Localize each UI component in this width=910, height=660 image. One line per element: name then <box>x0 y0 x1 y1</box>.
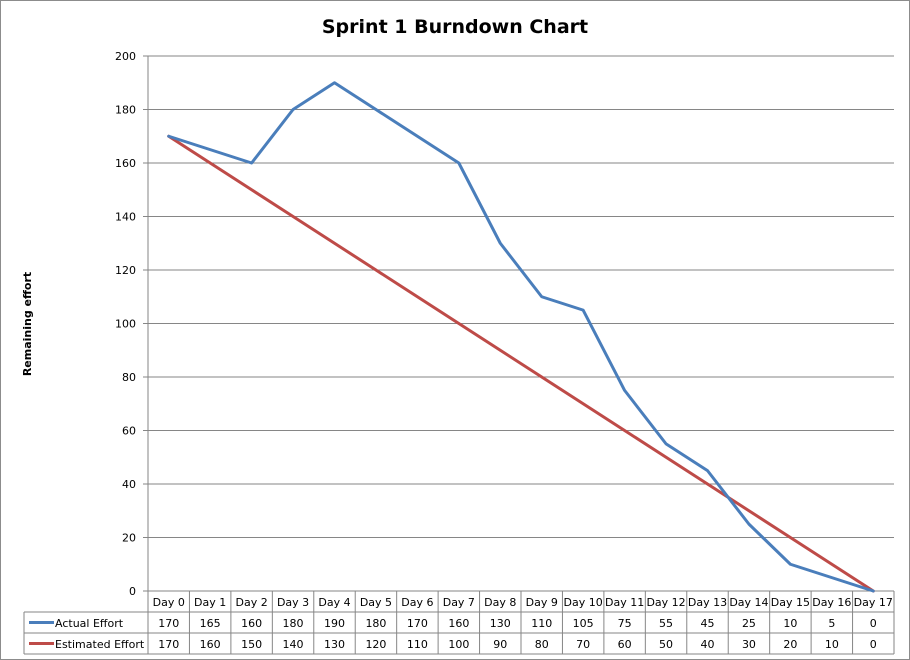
data-table-cell: 5 <box>828 617 835 630</box>
series-line-estimated-effort <box>167 134 875 593</box>
data-table-cell: 150 <box>241 638 262 651</box>
x-category-label: Day 5 <box>360 596 392 609</box>
data-table-cell: 130 <box>324 638 345 651</box>
y-tick-label: 180 <box>115 104 136 117</box>
x-category-label: Day 16 <box>812 596 851 609</box>
y-tick-label: 200 <box>115 50 136 63</box>
data-table-cell: 70 <box>576 638 590 651</box>
data-table-cell: 0 <box>870 638 877 651</box>
data-table-cell: 0 <box>870 617 877 630</box>
x-category-label: Day 0 <box>153 596 185 609</box>
x-category-label: Day 11 <box>605 596 644 609</box>
data-table-cell: 110 <box>531 617 552 630</box>
x-category-label: Day 6 <box>401 596 433 609</box>
y-tick-label: 140 <box>115 211 136 224</box>
data-table-cell: 180 <box>365 617 386 630</box>
data-table-cell: 130 <box>490 617 511 630</box>
data-table-cell: 50 <box>659 638 673 651</box>
data-table-cell: 45 <box>701 617 715 630</box>
data-table-cell: 105 <box>573 617 594 630</box>
x-category-label: Day 4 <box>318 596 350 609</box>
data-table-cell: 75 <box>618 617 632 630</box>
data-table-cell: 55 <box>659 617 673 630</box>
data-table-cell: 170 <box>407 617 428 630</box>
legend-series-name: Actual Effort <box>55 617 124 630</box>
data-table-cell: 30 <box>742 638 756 651</box>
chart-title: Sprint 1 Burndown Chart <box>322 16 588 38</box>
y-tick-label: 100 <box>115 318 136 331</box>
series-line-actual-effort <box>167 81 875 593</box>
y-tick-label: 80 <box>122 371 136 384</box>
data-table-cell: 190 <box>324 617 345 630</box>
data-table-cell: 120 <box>365 638 386 651</box>
x-category-label: Day 1 <box>194 596 226 609</box>
y-axis-label: Remaining effort <box>21 272 34 376</box>
y-tick-label: 0 <box>129 585 136 598</box>
data-table-cell: 10 <box>825 638 839 651</box>
data-table-cell: 40 <box>701 638 715 651</box>
x-category-label: Day 3 <box>277 596 309 609</box>
x-category-label: Day 15 <box>771 596 810 609</box>
x-category-label: Day 13 <box>688 596 727 609</box>
x-category-label: Day 8 <box>484 596 516 609</box>
x-category-label: Day 14 <box>729 596 768 609</box>
gridlines <box>143 55 894 592</box>
data-table-cell: 170 <box>158 617 179 630</box>
data-table: Day 0 Day 1 Day 2 Day 3 Day 4 Day 5 Day 6 Day 7… <box>23 590 895 655</box>
data-table-cell: 160 <box>200 638 221 651</box>
x-category-label: Day 10 <box>564 596 603 609</box>
data-table-cell: 165 <box>200 617 221 630</box>
data-table-cell: 180 <box>283 617 304 630</box>
legend-series-name: Estimated Effort <box>55 638 145 651</box>
data-table-cell: 160 <box>241 617 262 630</box>
data-table-cell: 90 <box>493 638 507 651</box>
data-table-cell: 25 <box>742 617 756 630</box>
y-tick-label: 20 <box>122 532 136 545</box>
y-tick-labels: 0 20 40 60 80 100 120 140 160 180 200 <box>115 50 136 598</box>
data-table-cell: 60 <box>618 638 632 651</box>
data-table-cell: 160 <box>448 617 469 630</box>
data-table-cell: 10 <box>783 617 797 630</box>
x-category-label: Day 12 <box>646 596 685 609</box>
data-table-cell: 80 <box>535 638 549 651</box>
x-category-label: Day 2 <box>236 596 268 609</box>
data-table-cell: 20 <box>783 638 797 651</box>
data-table-cell: 110 <box>407 638 428 651</box>
y-tick-label: 40 <box>122 478 136 491</box>
x-category-label: Day 9 <box>526 596 558 609</box>
series-lines <box>167 81 875 593</box>
y-tick-label: 160 <box>115 157 136 170</box>
x-category-label: Day 17 <box>854 596 893 609</box>
y-tick-label: 120 <box>115 264 136 277</box>
data-table-cell: 100 <box>448 638 469 651</box>
data-table-cell: 140 <box>283 638 304 651</box>
y-tick-label: 60 <box>122 425 136 438</box>
data-table-cell: 170 <box>158 638 179 651</box>
x-category-label: Day 7 <box>443 596 475 609</box>
